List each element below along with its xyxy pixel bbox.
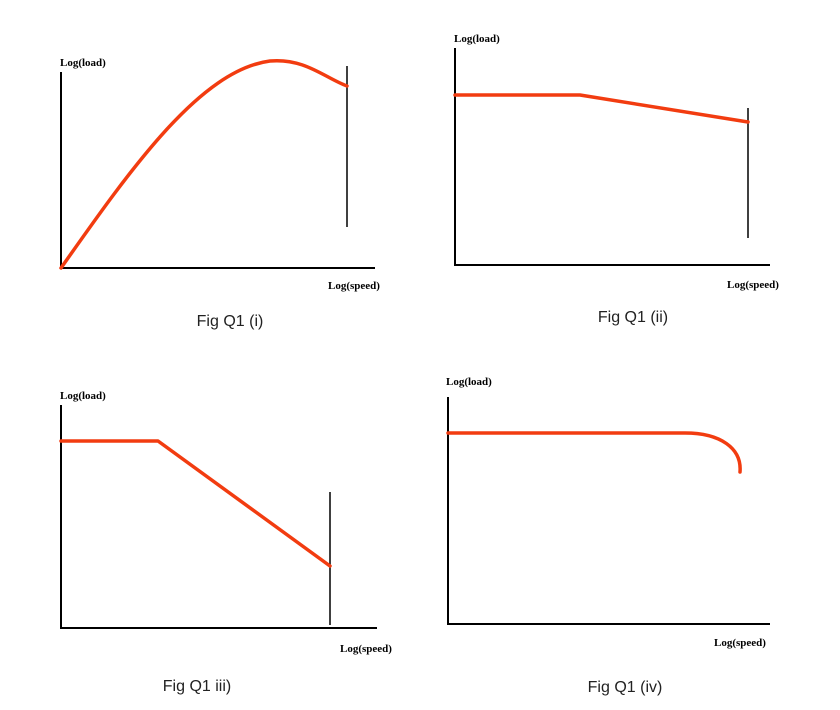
y-label: Log(load): [454, 33, 500, 45]
caption: Fig Q1 (i): [197, 313, 264, 330]
caption: Fig Q1 (iv): [588, 679, 663, 696]
y-label: Log(load): [446, 376, 492, 388]
x-label: Log(speed): [727, 279, 779, 291]
x-label: Log(speed): [328, 280, 380, 292]
y-label: Log(load): [60, 57, 106, 69]
caption: Fig Q1 iii): [163, 678, 231, 695]
caption: Fig Q1 (ii): [598, 309, 668, 326]
figure: Log(load) Log(speed) Fig Q1 (ii): [453, 33, 779, 326]
axes: [447, 397, 770, 625]
y-label: Log(load): [60, 390, 106, 402]
figure: Log(load) Log(speed) Fig Q1 iii): [59, 390, 392, 695]
curve: [453, 93, 750, 124]
curve: [59, 439, 332, 568]
figure: Log(load) Log(speed) Fig Q1 (iv): [446, 376, 770, 696]
curve: [59, 59, 349, 270]
axes: [60, 72, 375, 269]
x-label: Log(speed): [340, 643, 392, 655]
figure: Log(load) Log(speed) Fig Q1 (i): [59, 57, 380, 330]
axes: [454, 48, 770, 266]
curve: [446, 431, 742, 474]
axes: [60, 405, 377, 629]
x-label: Log(speed): [714, 637, 766, 649]
